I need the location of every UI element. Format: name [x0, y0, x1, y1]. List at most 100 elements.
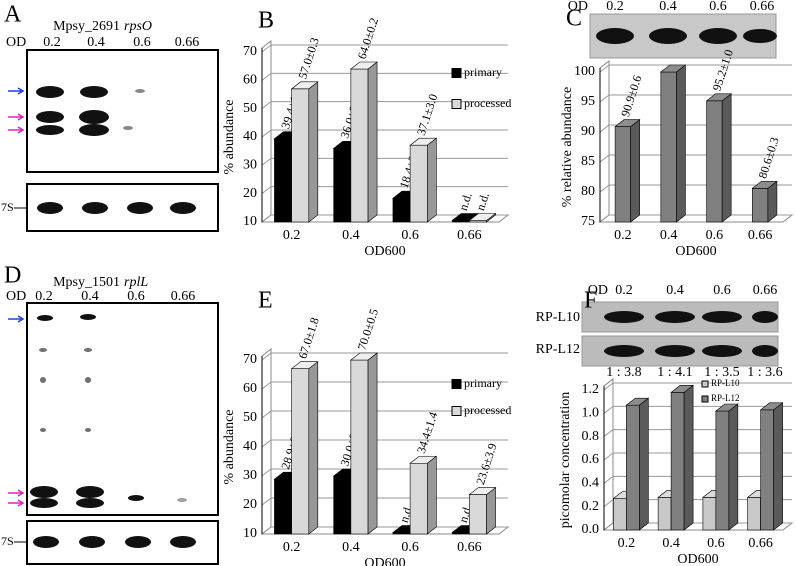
x-tick-label: 0.2 — [283, 228, 301, 243]
lane-label: 0.4 — [87, 35, 105, 50]
bar-top — [409, 137, 438, 146]
tick-diagonal — [261, 72, 272, 81]
value-label: 57.0±0.3 — [295, 36, 321, 81]
x-tick-label: 0.6 — [707, 536, 725, 551]
tick-diagonal — [603, 452, 614, 461]
tick-diagonal — [261, 214, 272, 223]
y-tick-label: 70 — [243, 44, 257, 59]
x-tick-label: 0.66 — [457, 228, 482, 243]
loading-bands — [33, 536, 196, 548]
y-tick-label: 70 — [243, 352, 257, 367]
y-tick-label: 0.4 — [582, 476, 600, 491]
bar-front — [291, 368, 310, 535]
gel-bands — [30, 314, 187, 508]
x-tick-label: 0.4 — [662, 536, 680, 551]
lane-label: 0.4 — [659, 0, 677, 14]
legend-label: RP-L10 — [711, 378, 740, 388]
ratio-label: 1 : 4.1 — [657, 365, 692, 380]
lane-label: 0.6 — [133, 35, 151, 50]
bar — [659, 64, 687, 223]
bar-front — [274, 138, 292, 223]
tick-diagonal — [261, 352, 272, 361]
bar-front — [626, 404, 640, 531]
bar — [625, 397, 650, 531]
tick-diagonal — [261, 497, 272, 506]
x-axis-title: OD600 — [675, 244, 716, 259]
tick-diagonal — [603, 475, 614, 484]
y-tick-label: 1.2 — [582, 382, 600, 397]
legend-swatch — [701, 380, 709, 388]
y-tick-label: 30 — [243, 158, 257, 173]
y-tick-label: 50 — [243, 101, 257, 116]
x-tick-label: 0.2 — [618, 536, 636, 551]
bar-top — [705, 93, 733, 102]
lane-label: 0.4 — [666, 283, 684, 298]
bar-front — [613, 498, 627, 531]
legend-label: processed — [464, 403, 511, 417]
bar — [350, 61, 378, 223]
y-tick-label: 1.0 — [582, 406, 600, 421]
legend-swatch — [451, 68, 462, 78]
y-tick-label: 10 — [243, 214, 257, 229]
bar-top — [290, 361, 319, 370]
od-label: OD — [6, 35, 26, 50]
x-tick-label: 0.6 — [401, 540, 419, 555]
bar-side — [486, 486, 496, 535]
bar-side — [728, 403, 739, 531]
bar-top — [759, 402, 784, 411]
gel-bands — [596, 28, 777, 44]
bar — [759, 402, 784, 531]
bar-top — [751, 181, 778, 189]
gene-name: Mpsy_1501 — [53, 275, 120, 290]
tick-diagonal — [261, 526, 272, 535]
bar-top — [468, 213, 497, 221]
loading-bands — [37, 202, 196, 214]
gel-bands — [604, 311, 778, 357]
tick-diagonal — [261, 186, 272, 195]
bar-side — [427, 455, 437, 535]
tick-diagonal — [261, 157, 272, 166]
bar — [705, 93, 733, 223]
gel-image — [26, 302, 219, 516]
x-tick-label: 0.4 — [342, 540, 360, 555]
lane-label: 0.66 — [753, 283, 778, 298]
value-label: n.d. — [473, 191, 492, 212]
x-tick-label: 0.6 — [401, 228, 419, 243]
bar — [468, 486, 497, 535]
x-tick-label: 0.2 — [614, 228, 632, 243]
bar-top — [614, 119, 641, 127]
bar-top — [350, 61, 378, 70]
bar-side — [427, 137, 437, 223]
tick-diagonal — [599, 154, 610, 163]
bar-front — [657, 497, 672, 531]
bar-front — [291, 88, 310, 223]
y-tick-label: 80 — [581, 184, 595, 199]
lane-label: 0.6 — [127, 289, 145, 304]
ratio-label: 1 : 3.6 — [747, 365, 782, 380]
value-label: 90.9±0.6 — [618, 74, 644, 119]
panel-letter: E — [258, 288, 273, 314]
bar-front — [760, 409, 774, 531]
bar-front — [715, 410, 730, 531]
bar-top — [290, 81, 319, 90]
lane-label: 0.6 — [713, 283, 731, 298]
lane-label: 0.2 — [606, 0, 624, 14]
bar-front — [274, 478, 292, 535]
y-tick-label: 0.8 — [582, 429, 600, 444]
y-tick-label: 0.6 — [582, 452, 600, 467]
tick-diagonal — [599, 64, 610, 73]
x-tick-label: 0.4 — [342, 228, 360, 243]
bar-side — [676, 64, 686, 223]
bar-top — [409, 455, 438, 464]
bar-front — [409, 144, 428, 223]
bar-top — [468, 487, 497, 495]
bar-front — [702, 497, 717, 531]
bar-side — [367, 61, 378, 223]
bar-front — [333, 475, 352, 535]
x-axis-title: OD600 — [364, 556, 405, 566]
y-tick-label: 85 — [581, 154, 595, 169]
bar-front — [752, 188, 769, 223]
bar-side — [630, 118, 640, 223]
bar-side — [308, 81, 319, 223]
